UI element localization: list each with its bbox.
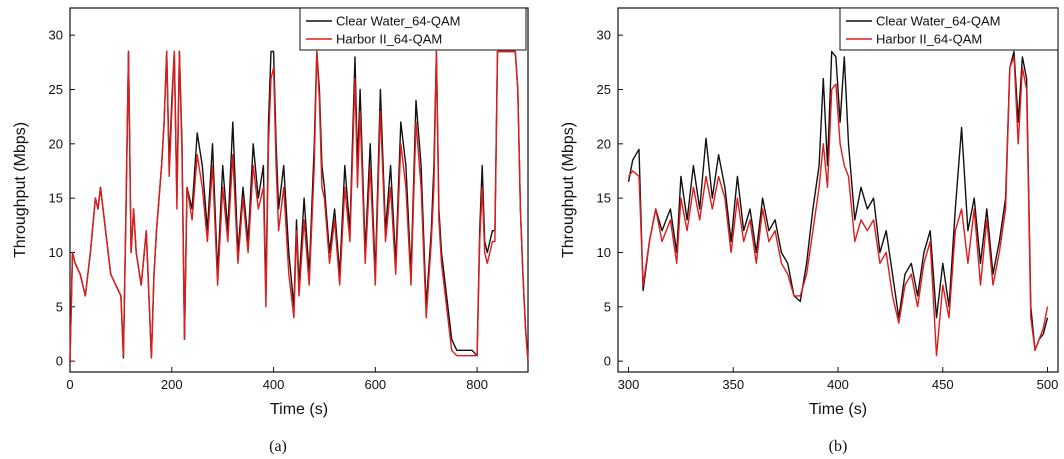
- plot-frame: [69, 7, 529, 373]
- legend-label: Harbor II_64-QAM: [876, 32, 982, 47]
- plot-frame: [617, 7, 1059, 373]
- y-tick-label: 15: [597, 191, 611, 206]
- y-tick-label: 5: [56, 299, 63, 314]
- series-line-1: [69, 50, 529, 362]
- y-tick-label: 5: [604, 299, 611, 314]
- y-axis-label: Throughput (Mbps): [12, 122, 29, 258]
- legend-label: Clear Water_64-QAM: [336, 14, 461, 29]
- x-tick-label: 350: [722, 377, 744, 392]
- panel-label: (a): [269, 438, 287, 455]
- legend-box: [839, 7, 1059, 51]
- y-tick-label: 25: [49, 82, 63, 97]
- legend-box: [299, 7, 527, 51]
- x-axis-label: Time (s): [270, 401, 328, 418]
- x-tick-label: 300: [618, 377, 640, 392]
- series-line-0: [627, 50, 1049, 351]
- x-axis-label: Time (s): [809, 401, 867, 418]
- y-tick-label: 10: [49, 245, 63, 260]
- legend-label: Clear Water_64-QAM: [876, 14, 1001, 29]
- legend: Clear Water_64-QAM Harbor II_64-QAM: [299, 7, 527, 51]
- x-tick-label: 500: [1037, 377, 1059, 392]
- legend: Clear Water_64-QAM Harbor II_64-QAM: [839, 7, 1059, 51]
- series-line-1: [627, 56, 1049, 357]
- panel-label: (b): [829, 438, 848, 455]
- y-axis-label: Throughput (Mbps): [560, 122, 577, 258]
- chart-panel-a: 0 200 400 600 800 0 5 10 15 20 25 30 Time (s) Through…: [12, 7, 529, 455]
- x-tick-label: 400: [827, 377, 849, 392]
- y-tick-label: 25: [597, 82, 611, 97]
- x-tick-label: 800: [466, 377, 488, 392]
- y-tick-label: 0: [604, 354, 611, 369]
- y-tick-label: 15: [49, 191, 63, 206]
- legend-label: Harbor II_64-QAM: [336, 32, 442, 47]
- y-tick-label: 20: [49, 136, 63, 151]
- x-tick-label: 0: [66, 377, 73, 392]
- y-tick-label: 30: [49, 28, 63, 43]
- y-tick-label: 10: [597, 245, 611, 260]
- x-tick-label: 450: [932, 377, 954, 392]
- x-tick-label: 400: [263, 377, 285, 392]
- y-tick-label: 20: [597, 136, 611, 151]
- y-tick-label: 0: [56, 354, 63, 369]
- chart-panel-b: 300 350 400 450 500 0 5 10 15 20 25 30 Time (s) Throu…: [560, 7, 1059, 455]
- x-tick-label: 600: [364, 377, 386, 392]
- x-tick-label: 200: [161, 377, 183, 392]
- series-line-0: [69, 50, 529, 362]
- y-tick-label: 30: [597, 28, 611, 43]
